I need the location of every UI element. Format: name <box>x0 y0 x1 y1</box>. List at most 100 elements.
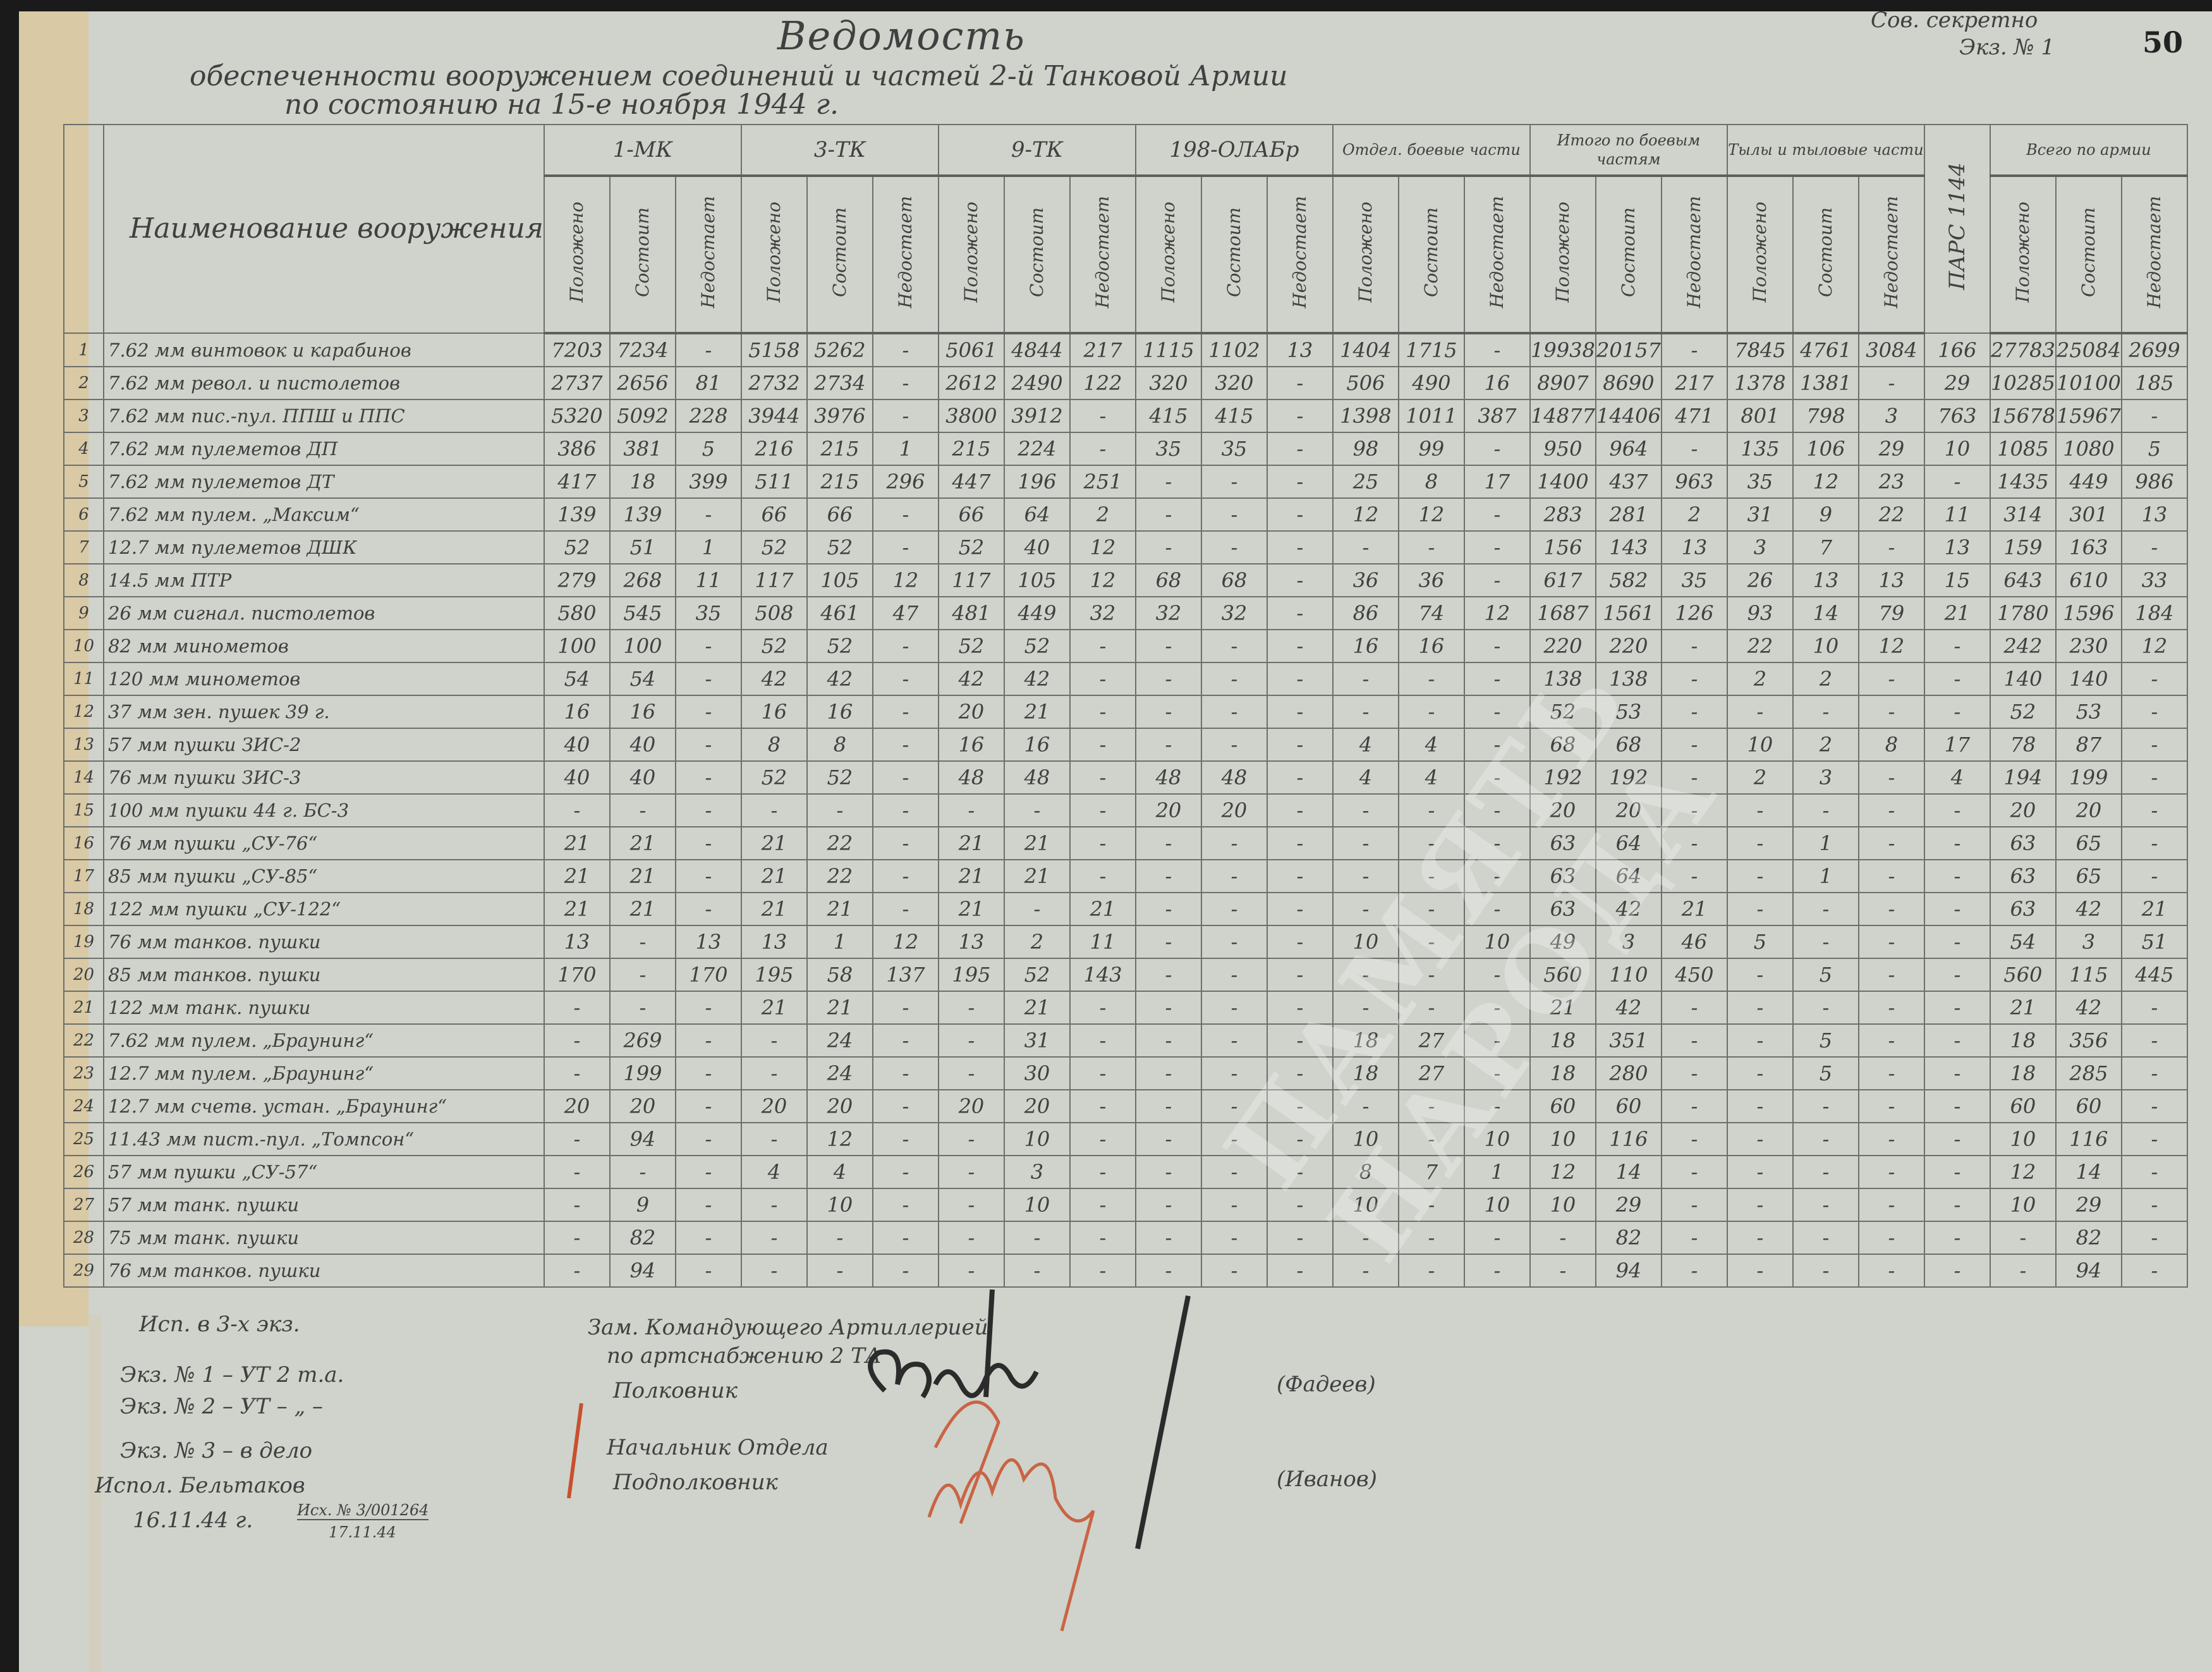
table-cell: 93 <box>1726 596 1794 630</box>
table-cell: 18 <box>1989 1056 2057 1090</box>
table-cell: 52 <box>1003 629 1071 663</box>
table-cell: 220 <box>1529 629 1596 663</box>
subheader: Недостает <box>2120 175 2188 334</box>
signer1-name: (Фадеев) <box>1277 1372 1376 1397</box>
table-cell: - <box>1726 826 1794 860</box>
page-number: 50 <box>2142 25 2184 59</box>
table-cell: 22 <box>1726 629 1794 663</box>
table-cell: - <box>872 662 939 696</box>
table-row: 19 76 мм танков. пушки 13-13 13 1 12 13 2 11- - -1… <box>63 925 2188 959</box>
red-mark <box>567 1403 583 1499</box>
table-cell: - <box>674 1155 742 1189</box>
table-cell: 8 <box>1332 1155 1399 1189</box>
table-cell: 11 <box>1069 925 1136 959</box>
table-cell: - <box>2120 859 2188 893</box>
table-cell: 20 <box>1003 1089 1071 1123</box>
table-cell: - <box>1200 958 1268 992</box>
table-cell: 21 <box>740 859 808 893</box>
table-cell: - <box>1857 366 1925 400</box>
table-cell: 10 <box>1989 1188 2057 1222</box>
table-cell: 15 <box>1923 563 1991 597</box>
row-number: 26 <box>63 1155 104 1189</box>
table-cell: 18 <box>1529 1056 1596 1090</box>
table-cell: - <box>1200 629 1268 663</box>
table-cell: 251 <box>1069 465 1136 499</box>
table-cell: 117 <box>740 563 808 597</box>
table-cell: 52 <box>543 530 611 564</box>
table-cell: - <box>1200 1122 1268 1156</box>
table-cell: - <box>1397 991 1465 1025</box>
table-cell: 2490 <box>1003 366 1071 400</box>
table-cell: - <box>1266 662 1334 696</box>
table-cell: 100 <box>609 629 676 663</box>
table-cell: - <box>2120 1221 2188 1255</box>
table-cell: - <box>2120 695 2188 729</box>
table-cell: - <box>1069 399 1136 433</box>
table-cell: 63 <box>1529 892 1596 926</box>
table-cell: 163 <box>2055 530 2122 564</box>
table-cell: 21 <box>609 892 676 926</box>
table-cell: 47 <box>872 596 939 630</box>
table-cell: - <box>543 1155 611 1189</box>
table-cell: - <box>1266 892 1334 926</box>
table-cell: - <box>1923 695 1991 729</box>
table-cell: 52 <box>1529 695 1596 729</box>
table-cell: 950 <box>1529 432 1596 466</box>
table-cell: 2734 <box>806 366 873 400</box>
table-cell: 126 <box>1660 596 1728 630</box>
group-header: 3-ТК <box>740 124 939 177</box>
table-cell: - <box>1134 991 1202 1025</box>
table-cell: - <box>1397 1089 1465 1123</box>
table-cell: 216 <box>740 432 808 466</box>
table-cell: - <box>1463 1056 1531 1090</box>
table-cell: - <box>543 793 611 827</box>
row-number: 25 <box>63 1122 104 1156</box>
table-cell: 135 <box>1726 432 1794 466</box>
table-row: 4 7.62 мм пулеметов ДП 386 381 5 216 215 1 215 22… <box>63 432 2188 466</box>
table-cell: 20 <box>740 1089 808 1123</box>
table-cell: 21 <box>609 859 676 893</box>
table-cell: - <box>674 662 742 696</box>
table-cell: 42 <box>2055 991 2122 1025</box>
table-cell: 35 <box>1660 563 1728 597</box>
table-cell: - <box>674 1089 742 1123</box>
table-cell: - <box>2120 1155 2188 1189</box>
table-cell: 21 <box>740 826 808 860</box>
table-cell: 82 <box>1595 1221 1662 1255</box>
table-cell: - <box>872 760 939 795</box>
armament-name: 100 мм пушки 44 г. БС-3 <box>103 793 545 827</box>
table-cell: 2 <box>1792 728 1859 762</box>
table-cell: 87 <box>2055 728 2122 762</box>
table-cell: 52 <box>806 760 873 795</box>
table-cell: 1 <box>1463 1155 1531 1189</box>
table-cell: 450 <box>1660 958 1728 992</box>
table-cell: 5 <box>2120 432 2188 466</box>
table-cell: - <box>1266 760 1334 795</box>
table-cell: - <box>872 892 939 926</box>
table-cell: 194 <box>1989 760 2057 795</box>
table-cell: - <box>1923 925 1991 959</box>
table-cell: 60 <box>2055 1089 2122 1123</box>
table-cell: 42 <box>1595 991 1662 1025</box>
table-cell: - <box>1726 695 1794 729</box>
table-cell: 3084 <box>1857 333 1925 367</box>
table-cell: - <box>1200 1023 1268 1058</box>
table-cell: - <box>1266 859 1334 893</box>
table-cell: - <box>1266 629 1334 663</box>
table-cell: 12 <box>1463 596 1531 630</box>
table-cell: - <box>2120 1089 2188 1123</box>
table-cell: 10 <box>806 1188 873 1222</box>
table-cell: - <box>1069 1155 1136 1189</box>
table-cell: - <box>1266 793 1334 827</box>
subheader: Состоит <box>806 175 873 334</box>
table-cell: 64 <box>1595 826 1662 860</box>
table-cell: 13 <box>937 925 1005 959</box>
table-cell: - <box>1134 629 1202 663</box>
table-row: 8 14.5 мм ПТР 279 268 11 117 105 12 117 105 12 68 68… <box>63 563 2188 597</box>
table-cell: 10 <box>1923 432 1991 466</box>
table-cell: - <box>1332 662 1399 696</box>
table-cell: 1404 <box>1332 333 1399 367</box>
table-cell: - <box>1200 892 1268 926</box>
table-cell: 1381 <box>1792 366 1859 400</box>
